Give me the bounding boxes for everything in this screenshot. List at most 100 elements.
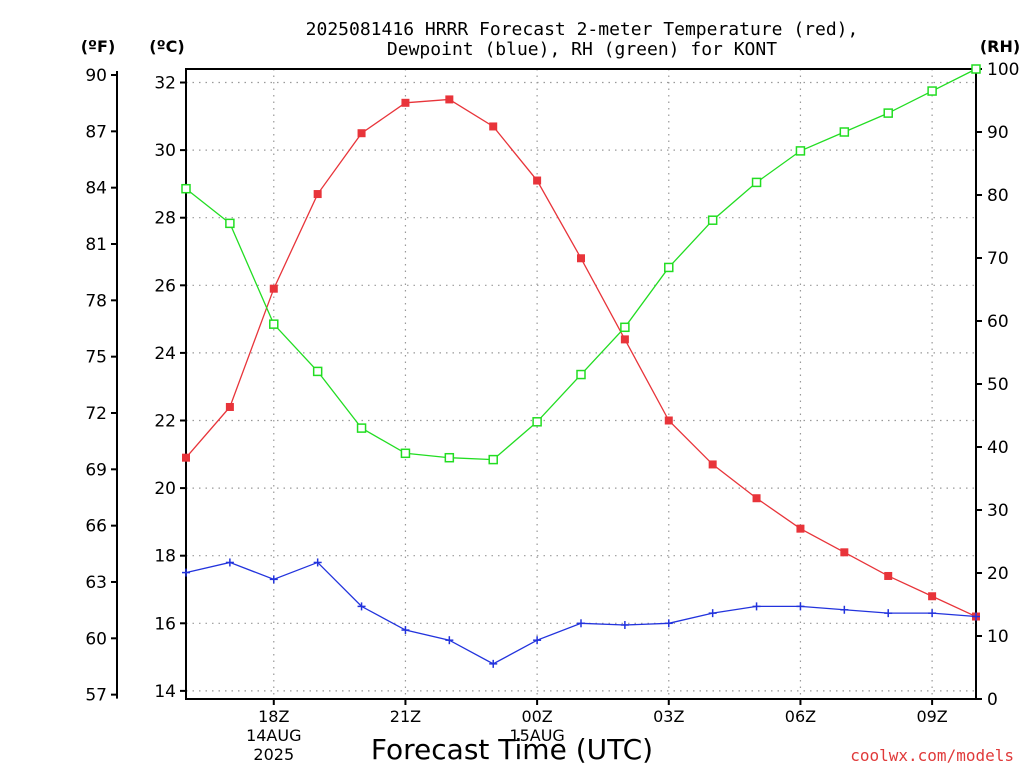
rh-point	[181, 183, 191, 194]
rh-point	[707, 215, 718, 225]
dewpoint-point	[884, 609, 893, 618]
f-tick-label: 72	[85, 404, 107, 424]
rh-tick-label: 80	[987, 186, 1009, 206]
rh-line	[185, 68, 977, 461]
rh-point	[225, 218, 235, 229]
f-tick-label: 78	[85, 291, 107, 311]
x-tick-label: 00Z	[521, 707, 552, 726]
dewpoint-point	[664, 619, 673, 628]
rh-tick-label: 40	[987, 438, 1009, 458]
x-tick-label: 03Z	[653, 707, 684, 726]
c-tick-label: 20	[154, 479, 176, 499]
f-tick-label: 87	[85, 122, 107, 142]
f-tick-label: 75	[85, 348, 107, 368]
temperature-point	[928, 592, 937, 601]
rh-point	[444, 452, 455, 463]
rh-tick-label: 0	[987, 690, 998, 710]
rh-tick-label: 20	[987, 564, 1009, 584]
rh-point	[927, 86, 937, 96]
x-tick-label: 21Z	[390, 707, 421, 726]
dewpoint-point	[445, 636, 454, 645]
rh-tick-label: 50	[987, 375, 1009, 395]
temperature-point	[752, 494, 761, 503]
dewpoint-point	[269, 575, 278, 584]
c-tick-label: 26	[154, 276, 176, 296]
dewpoint-point	[182, 568, 190, 577]
x-tick-label: 2025	[253, 745, 294, 764]
dewpoint-point	[489, 659, 498, 668]
temperature-point	[225, 402, 234, 411]
rh-point	[400, 448, 411, 459]
temperature-point	[620, 335, 629, 344]
dewpoint-point	[357, 602, 366, 611]
c-tick-label: 16	[154, 614, 176, 634]
rh-point	[751, 177, 762, 188]
rh-tick-label: 100	[987, 60, 1019, 80]
dewpoint-point	[577, 619, 585, 628]
dewpoint-point	[708, 609, 717, 618]
rh-point	[312, 366, 323, 377]
rh-point	[664, 262, 674, 273]
temperature-point	[269, 284, 278, 293]
axes	[111, 68, 982, 705]
dewpoint-point	[401, 626, 410, 635]
temperature-point	[357, 129, 366, 138]
c-tick-label: 32	[154, 74, 176, 94]
f-tick-label: 60	[85, 629, 107, 649]
chart-title-line1: 2025081416 HRRR Forecast 2-meter Tempera…	[306, 19, 859, 40]
dewpoint-point	[928, 609, 937, 618]
rh-tick-label: 70	[987, 249, 1009, 269]
x-tick-label: 06Z	[785, 707, 816, 726]
dewpoint-point	[533, 636, 542, 645]
c-tick-label: 14	[154, 682, 176, 702]
temperature-point	[533, 176, 542, 185]
temperature-point	[401, 98, 410, 107]
x-tick-label: 09Z	[916, 707, 947, 726]
dewpoint-point	[225, 558, 234, 567]
temperature-point	[445, 95, 454, 104]
c-tick-label: 18	[154, 547, 176, 567]
temperature-point	[313, 190, 322, 199]
f-tick-label: 57	[85, 686, 107, 706]
rh-tick-label: 30	[987, 501, 1009, 521]
dewpoint-point	[796, 602, 805, 611]
temperature-point	[577, 254, 585, 263]
c-tick-label: 30	[154, 141, 176, 161]
f-tick-label: 84	[85, 179, 107, 199]
rh-point	[532, 417, 542, 427]
data-series	[181, 64, 981, 668]
f-tick-label: 69	[85, 460, 107, 480]
temperature-point	[884, 571, 893, 580]
chart-title-line2: Dewpoint (blue), RH (green) for KONT	[387, 39, 777, 60]
rh-point	[883, 108, 893, 118]
credit-link[interactable]: coolwx.com/models	[850, 746, 1014, 765]
rh-point	[269, 319, 279, 329]
f-tick-label: 90	[85, 66, 107, 86]
gridlines	[186, 69, 976, 699]
dewpoint-point	[620, 620, 629, 629]
rh-point	[971, 64, 981, 74]
x-tick-label: 14AUG	[246, 726, 301, 745]
dewpoint-point	[840, 605, 849, 614]
x-tick-label: 18Z	[258, 707, 289, 726]
temperature-point	[708, 460, 717, 469]
dewpoint-line	[185, 561, 977, 665]
dewpoint-point	[972, 612, 980, 621]
rh-point	[356, 423, 367, 433]
unit-label-fahrenheit: (ºF)	[81, 37, 116, 56]
plot-frame	[185, 68, 977, 700]
x-tick-label: 15AUG	[509, 726, 564, 745]
f-tick-label: 66	[85, 517, 107, 537]
c-tick-label: 22	[154, 412, 176, 432]
dewpoint-point	[313, 558, 322, 567]
x-axis-label: Forecast Time (UTC)	[371, 733, 653, 766]
f-tick-label: 81	[85, 235, 107, 255]
c-tick-label: 24	[154, 344, 176, 364]
c-tick-label: 28	[154, 209, 176, 229]
rh-tick-label: 10	[987, 627, 1009, 647]
f-tick-label: 63	[85, 573, 107, 593]
temperature-point	[840, 548, 849, 557]
unit-label-rh: (RH)	[980, 37, 1020, 56]
series-dewpoint	[182, 558, 980, 668]
